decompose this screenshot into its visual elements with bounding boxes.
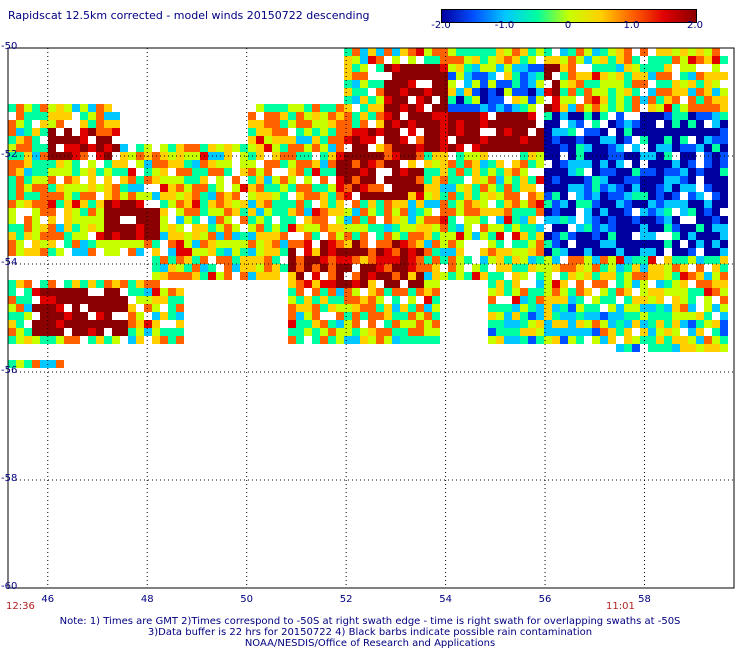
latitude-tick-label: -60 <box>1 581 18 592</box>
colorbar-tick-label: -2.0 <box>431 20 451 31</box>
latitude-tick-label: -56 <box>1 365 18 376</box>
footnote-line-2: 3)Data buffer is 22 hrs for 20150722 4) … <box>147 627 593 638</box>
longitude-tick-label: 56 <box>538 594 552 605</box>
colorbar <box>441 9 697 23</box>
longitude-tick-label: 58 <box>638 594 651 605</box>
latitude-tick-label: -54 <box>1 257 18 268</box>
latitude-tick-label: -52 <box>1 149 18 160</box>
map-title: Rapidscat 12.5km corrected - model winds… <box>8 9 370 22</box>
longitude-tick-label: 50 <box>240 594 254 605</box>
footnote-line-1: Note: 1) Times are GMT 2)Times correspon… <box>59 616 681 627</box>
longitude-tick-label: 54 <box>439 594 452 605</box>
left-swath-time: 12:36 <box>6 601 35 612</box>
colorbar-tick-label: -1.0 <box>494 20 515 31</box>
latitude-tick-label: -50 <box>1 41 18 52</box>
colorbar-tick-label: 2.0 <box>687 20 703 31</box>
map-frame <box>7 47 735 589</box>
latitude-tick-label: -58 <box>1 473 18 484</box>
longitude-tick-label: 46 <box>41 594 55 605</box>
footnote-line-3: NOAA/NESDIS/Office of Research and Appli… <box>244 638 496 649</box>
right-swath-time: 11:01 <box>606 601 635 612</box>
wind-cells <box>8 48 728 368</box>
longitude-tick-label: 52 <box>339 594 353 605</box>
colorbar-tick-label: 0 <box>564 20 572 31</box>
longitude-tick-label: 48 <box>140 594 154 605</box>
colorbar-tick-label: 1.0 <box>623 20 640 31</box>
